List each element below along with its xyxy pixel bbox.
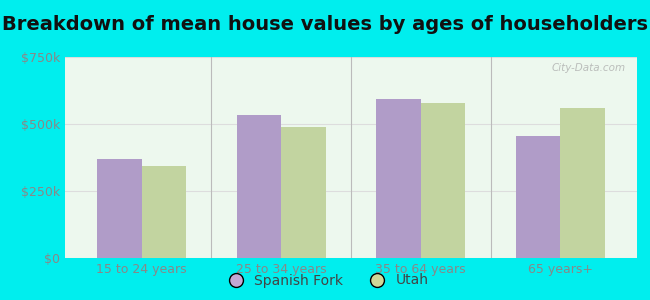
Bar [142, 166, 187, 258]
Bar [281, 127, 326, 258]
Text: Breakdown of mean house values by ages of householders: Breakdown of mean house values by ages o… [2, 15, 648, 34]
Legend: Spanish Fork, Utah: Spanish Fork, Utah [216, 268, 434, 293]
Bar [237, 115, 281, 258]
Bar [560, 109, 605, 258]
Bar [97, 159, 142, 258]
Bar [376, 98, 421, 258]
Text: City-Data.com: City-Data.com [551, 63, 625, 73]
Bar [515, 136, 560, 258]
Bar [421, 103, 465, 258]
